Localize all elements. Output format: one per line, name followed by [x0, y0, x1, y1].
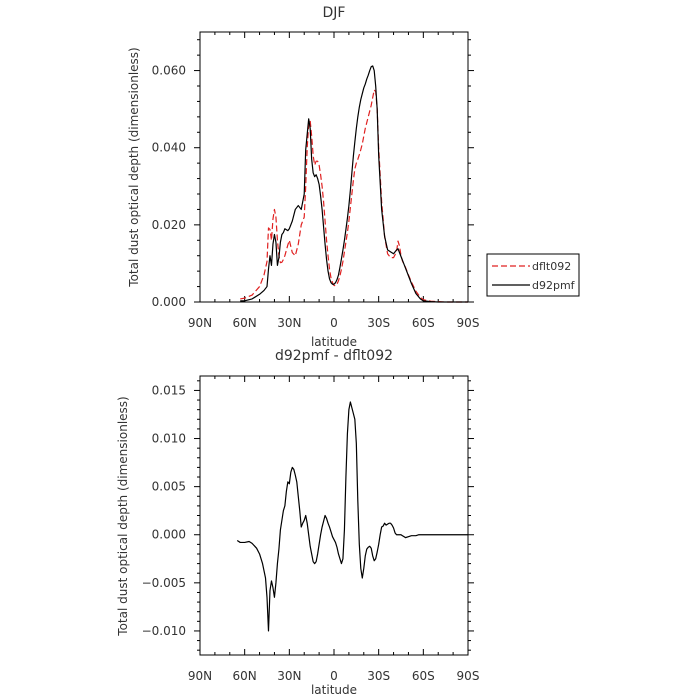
y-axis-label: Total dust optical depth (dimensionless) — [116, 396, 130, 636]
y-tick-label: −0.010 — [142, 624, 186, 638]
x-tick-label: 30N — [277, 316, 301, 330]
y-tick-label: 0.060 — [152, 64, 186, 78]
panel-bottom: d92pmf - dflt092 90N 60N 30N 0 30S 60S 90S −0.0… — [116, 348, 479, 697]
y-tick-label: 0.010 — [152, 432, 186, 446]
x-axis-label: latitude — [311, 335, 357, 349]
x-tick-label: 90N — [188, 316, 212, 330]
panel-top: DJF 90N 60N 30N 0 30S 60S 90S 0.000 0.020 0.040 0.… — [127, 5, 580, 349]
legend: dflt092 d92pmf — [486, 253, 580, 297]
y-tick-label: 0.020 — [152, 218, 186, 232]
x-tick-label: 30N — [277, 669, 301, 683]
legend-box — [486, 253, 580, 297]
y-tick-label: 0.015 — [152, 383, 186, 397]
x-tick-label: 30S — [367, 316, 390, 330]
x-tick-label: 60S — [412, 669, 435, 683]
series-line-d92pmf — [240, 65, 468, 303]
x-tick-label: 90S — [457, 669, 480, 683]
legend-label-series-2: d92pmf — [532, 279, 576, 292]
chart-title: d92pmf - dflt092 — [275, 348, 393, 364]
x-tick-label: 30S — [367, 669, 390, 683]
x-tick-label: 0 — [330, 669, 338, 683]
x-tick-label: 0 — [330, 316, 338, 330]
x-axis-label: latitude — [311, 683, 357, 697]
x-tick-label: 60S — [412, 316, 435, 330]
series-line-series-1 — [236, 401, 468, 632]
y-tick-label: 0.000 — [152, 295, 186, 309]
legend-label-series-1: dflt092 — [532, 260, 571, 273]
plot-frame — [199, 375, 469, 656]
series-line-dflt092 — [240, 89, 468, 303]
chart-title: DJF — [323, 5, 346, 21]
x-tick-label: 60N — [233, 316, 257, 330]
plot-frame — [199, 31, 469, 303]
x-tick-label: 60N — [233, 669, 257, 683]
y-tick-label: 0.000 — [152, 528, 186, 542]
y-axis-label: Total dust optical depth (dimensionless) — [127, 47, 141, 287]
x-tick-label: 90S — [457, 316, 480, 330]
y-tick-label: −0.005 — [142, 576, 186, 590]
y-tick-label: 0.040 — [152, 141, 186, 155]
y-tick-label: 0.005 — [152, 480, 186, 494]
x-tick-label: 90N — [188, 669, 212, 683]
